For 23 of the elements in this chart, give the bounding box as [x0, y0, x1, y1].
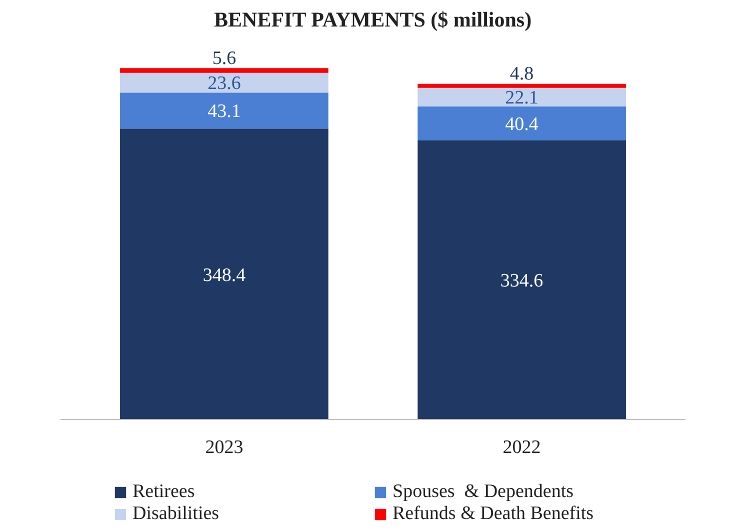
data-label: 23.6	[208, 73, 241, 94]
bar	[418, 140, 626, 420]
data-label: 334.6	[500, 270, 544, 292]
data-label: 4.8	[510, 64, 534, 85]
legend-label: Refunds & Death Benefits	[392, 503, 595, 525]
data-label: 348.4	[202, 264, 246, 286]
x-tick-label: 2022	[502, 436, 541, 458]
bar	[418, 84, 626, 88]
chart-title: BENEFIT PAYMENTS ($ millions)	[214, 8, 532, 32]
bar	[120, 92, 328, 129]
bar	[418, 88, 626, 106]
data-label: 43.1	[208, 101, 241, 122]
bar	[120, 128, 328, 420]
legend-label: Retirees	[132, 481, 196, 503]
bar	[120, 72, 328, 93]
legend-label: Disabilities	[132, 503, 220, 525]
bar	[120, 68, 328, 73]
data-label: 5.6	[212, 48, 236, 69]
legend-label: Spouses & Dependents	[392, 481, 575, 503]
bar	[418, 106, 626, 140]
data-label: 22.1	[505, 88, 538, 109]
data-label: 40.4	[505, 114, 539, 135]
x-tick-label: 2023	[205, 436, 244, 458]
